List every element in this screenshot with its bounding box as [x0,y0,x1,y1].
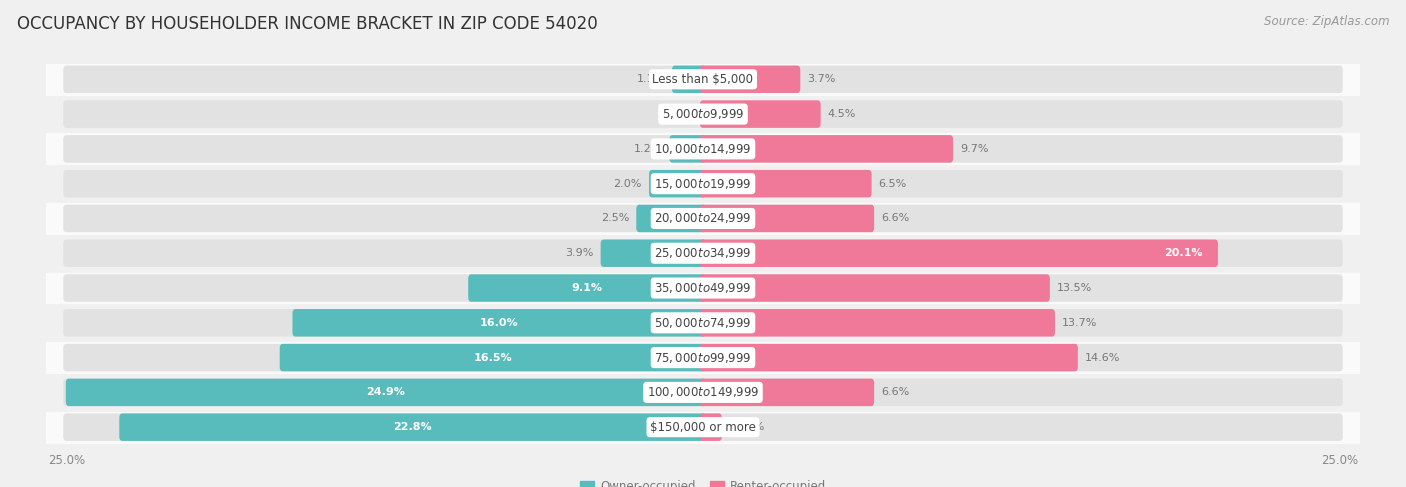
FancyBboxPatch shape [700,240,1218,267]
FancyBboxPatch shape [700,205,875,232]
FancyBboxPatch shape [700,240,1343,267]
FancyBboxPatch shape [672,66,706,93]
FancyBboxPatch shape [46,305,1360,340]
Text: $50,000 to $74,999: $50,000 to $74,999 [654,316,752,330]
FancyBboxPatch shape [46,166,1360,201]
FancyBboxPatch shape [63,379,706,406]
Text: $15,000 to $19,999: $15,000 to $19,999 [654,177,752,191]
FancyBboxPatch shape [63,100,706,128]
FancyBboxPatch shape [669,135,706,163]
FancyBboxPatch shape [700,309,1343,337]
Text: 13.7%: 13.7% [1062,318,1098,328]
Text: $150,000 or more: $150,000 or more [650,421,756,433]
FancyBboxPatch shape [637,205,706,232]
Text: $20,000 to $24,999: $20,000 to $24,999 [654,211,752,225]
Text: 2.5%: 2.5% [600,213,628,224]
Text: Less than $5,000: Less than $5,000 [652,73,754,86]
Text: 22.8%: 22.8% [394,422,432,432]
FancyBboxPatch shape [63,66,706,93]
FancyBboxPatch shape [63,135,706,163]
Legend: Owner-occupied, Renter-occupied: Owner-occupied, Renter-occupied [579,480,827,487]
Text: 6.5%: 6.5% [879,179,907,188]
FancyBboxPatch shape [63,240,706,267]
FancyBboxPatch shape [700,379,875,406]
Text: 3.7%: 3.7% [807,75,835,84]
FancyBboxPatch shape [700,66,800,93]
FancyBboxPatch shape [700,274,1343,302]
FancyBboxPatch shape [46,62,1360,97]
FancyBboxPatch shape [46,410,1360,445]
Text: 20.1%: 20.1% [1164,248,1202,258]
Text: 14.6%: 14.6% [1085,353,1121,363]
Text: 16.5%: 16.5% [474,353,512,363]
FancyBboxPatch shape [700,205,1343,232]
FancyBboxPatch shape [66,379,706,406]
Text: 6.6%: 6.6% [882,213,910,224]
Text: $35,000 to $49,999: $35,000 to $49,999 [654,281,752,295]
FancyBboxPatch shape [700,135,1343,163]
FancyBboxPatch shape [700,100,821,128]
FancyBboxPatch shape [63,205,706,232]
FancyBboxPatch shape [63,413,706,441]
Text: 0.62%: 0.62% [728,422,765,432]
FancyBboxPatch shape [700,66,1343,93]
Text: 1.2%: 1.2% [634,144,662,154]
Text: 16.0%: 16.0% [479,318,519,328]
FancyBboxPatch shape [46,201,1360,236]
Text: 3.9%: 3.9% [565,248,593,258]
FancyBboxPatch shape [468,274,706,302]
FancyBboxPatch shape [700,135,953,163]
FancyBboxPatch shape [63,170,706,197]
FancyBboxPatch shape [700,413,1343,441]
FancyBboxPatch shape [46,375,1360,410]
Text: $10,000 to $14,999: $10,000 to $14,999 [654,142,752,156]
Text: 4.5%: 4.5% [828,109,856,119]
FancyBboxPatch shape [700,100,1343,128]
FancyBboxPatch shape [700,344,1078,371]
Text: 2.0%: 2.0% [613,179,643,188]
FancyBboxPatch shape [700,379,1343,406]
FancyBboxPatch shape [63,344,706,371]
FancyBboxPatch shape [46,97,1360,131]
FancyBboxPatch shape [700,309,1054,337]
FancyBboxPatch shape [700,170,872,197]
Text: 9.7%: 9.7% [960,144,988,154]
Text: Source: ZipAtlas.com: Source: ZipAtlas.com [1264,15,1389,28]
Text: $5,000 to $9,999: $5,000 to $9,999 [662,107,744,121]
FancyBboxPatch shape [46,131,1360,166]
FancyBboxPatch shape [600,240,706,267]
Text: 13.5%: 13.5% [1057,283,1092,293]
FancyBboxPatch shape [280,344,706,371]
FancyBboxPatch shape [650,170,706,197]
Text: OCCUPANCY BY HOUSEHOLDER INCOME BRACKET IN ZIP CODE 54020: OCCUPANCY BY HOUSEHOLDER INCOME BRACKET … [17,15,598,33]
FancyBboxPatch shape [700,413,721,441]
FancyBboxPatch shape [120,413,706,441]
Text: 0.0%: 0.0% [665,109,693,119]
Text: $100,000 to $149,999: $100,000 to $149,999 [647,385,759,399]
FancyBboxPatch shape [46,236,1360,271]
Text: 9.1%: 9.1% [572,283,603,293]
Text: 1.1%: 1.1% [637,75,665,84]
FancyBboxPatch shape [46,340,1360,375]
Text: 24.9%: 24.9% [367,387,405,397]
Text: $25,000 to $34,999: $25,000 to $34,999 [654,246,752,260]
FancyBboxPatch shape [700,170,1343,197]
FancyBboxPatch shape [46,271,1360,305]
FancyBboxPatch shape [63,274,706,302]
Text: $75,000 to $99,999: $75,000 to $99,999 [654,351,752,365]
Text: 6.6%: 6.6% [882,387,910,397]
FancyBboxPatch shape [292,309,706,337]
FancyBboxPatch shape [700,344,1343,371]
FancyBboxPatch shape [63,309,706,337]
FancyBboxPatch shape [700,274,1050,302]
